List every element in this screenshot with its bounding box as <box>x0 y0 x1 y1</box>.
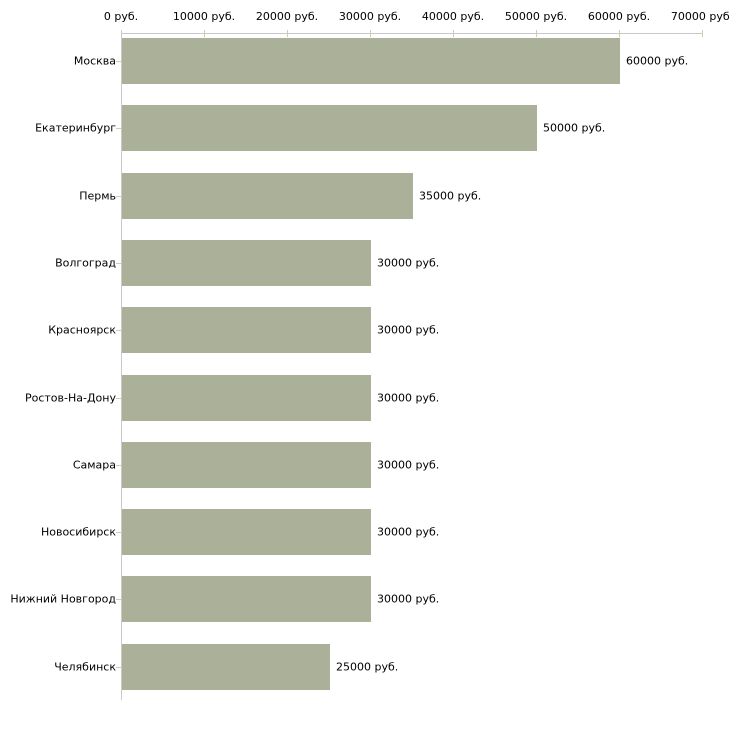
x-tick-label: 20000 руб. <box>255 10 319 23</box>
value-label: 35000 руб. <box>419 189 482 203</box>
value-label: 60000 руб. <box>626 54 689 68</box>
value-label: 30000 руб. <box>377 458 440 472</box>
category-tick <box>116 667 121 668</box>
y-axis-line <box>121 33 122 700</box>
bar <box>122 307 371 353</box>
category-tick <box>116 398 121 399</box>
x-tick-label: 70000 руб. <box>670 10 730 23</box>
x-tick-label: 0 руб. <box>103 10 139 23</box>
category-tick <box>116 61 121 62</box>
category-tick <box>116 196 121 197</box>
category-tick <box>116 465 121 466</box>
category-label: Самара <box>72 458 116 472</box>
x-tick-mark <box>370 30 371 37</box>
category-label: Новосибирск <box>40 525 116 539</box>
value-label: 30000 руб. <box>377 323 440 337</box>
x-tick-mark <box>204 30 205 37</box>
value-label: 30000 руб. <box>377 592 440 606</box>
category-tick <box>116 330 121 331</box>
value-label: 30000 руб. <box>377 525 440 539</box>
bar <box>122 442 371 488</box>
category-label: Волгоград <box>55 256 116 270</box>
x-tick-label: 40000 руб. <box>421 10 485 23</box>
x-tick-mark <box>619 30 620 37</box>
category-tick <box>116 263 121 264</box>
category-label: Красноярск <box>48 323 116 337</box>
category-label: Екатеринбург <box>35 121 116 135</box>
bar <box>122 173 413 219</box>
x-tick-mark <box>453 30 454 37</box>
category-label: Ростов-На-Дону <box>24 391 116 404</box>
value-label: 25000 руб. <box>336 660 399 674</box>
x-tick-label: 50000 руб. <box>504 10 568 23</box>
bar <box>122 375 371 421</box>
bar <box>122 38 620 84</box>
category-tick <box>116 128 121 129</box>
x-tick-label: 30000 руб. <box>338 10 402 23</box>
value-label: 30000 руб. <box>377 391 440 404</box>
x-tick-mark <box>287 30 288 37</box>
value-label: 30000 руб. <box>377 256 440 270</box>
bar <box>122 644 330 690</box>
value-label: 50000 руб. <box>543 121 606 135</box>
x-tick-label: 60000 руб. <box>587 10 651 23</box>
x-tick-label: 10000 руб. <box>172 10 236 23</box>
category-tick <box>116 599 121 600</box>
bar <box>122 576 371 622</box>
category-label: Пермь <box>79 189 116 203</box>
category-label: Нижний Новгород <box>10 592 116 606</box>
x-tick-mark <box>536 30 537 37</box>
category-label: Челябинск <box>54 660 116 674</box>
x-tick-mark <box>702 30 703 37</box>
category-label: Москва <box>73 54 116 68</box>
bar <box>122 105 537 151</box>
bar <box>122 240 371 286</box>
x-axis-line <box>121 33 703 34</box>
bar <box>122 509 371 555</box>
category-tick <box>116 532 121 533</box>
